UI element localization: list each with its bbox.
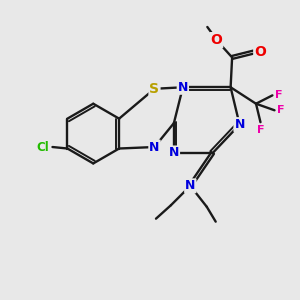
Text: F: F [277, 105, 285, 115]
Text: O: O [254, 45, 266, 59]
Text: N: N [234, 118, 245, 131]
Text: N: N [185, 179, 196, 192]
Text: N: N [149, 140, 160, 154]
Text: O: O [210, 33, 222, 47]
Text: F: F [275, 90, 283, 100]
Text: N: N [178, 81, 188, 94]
Text: F: F [257, 125, 264, 135]
Text: Cl: Cl [37, 140, 49, 154]
Text: S: S [149, 82, 160, 96]
Text: N: N [169, 146, 179, 160]
